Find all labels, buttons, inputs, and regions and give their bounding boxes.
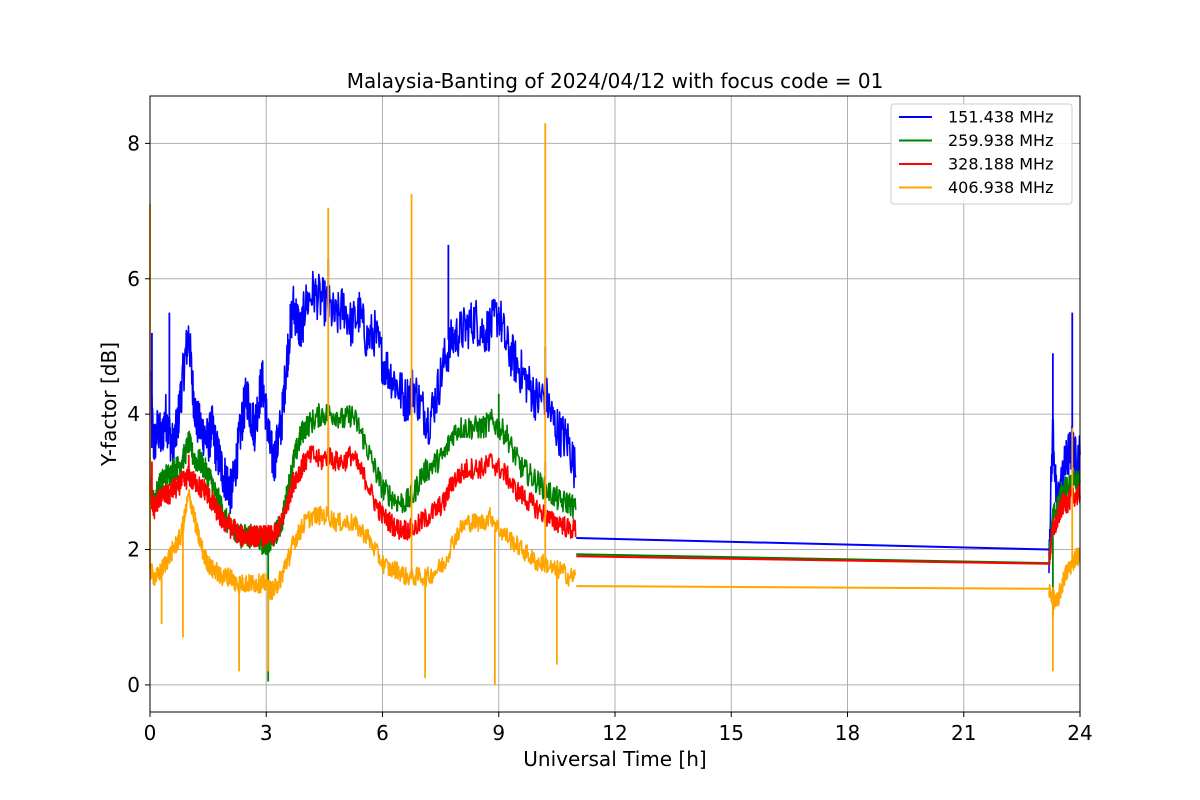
- legend-label: 151.438 MHz: [948, 108, 1053, 127]
- y-tick-label: 8: [127, 131, 140, 155]
- x-tick-label: 18: [835, 721, 860, 745]
- series-line: [149, 403, 1081, 565]
- x-tick-label: 21: [951, 721, 976, 745]
- y-tick-label: 6: [127, 267, 140, 291]
- x-tick-label: 15: [719, 721, 744, 745]
- y-tick-label: 4: [127, 402, 140, 426]
- legend-label: 406.938 MHz: [948, 178, 1053, 197]
- series-line: [149, 445, 1081, 567]
- y-axis: 0 2 4 6 8: [127, 131, 150, 697]
- legend-label: 259.938 MHz: [948, 131, 1053, 150]
- x-tick-label: 6: [376, 721, 389, 745]
- series-line: [149, 489, 1081, 610]
- y-tick-label: 2: [127, 538, 140, 562]
- plot-area: [149, 123, 1081, 685]
- series-line: [149, 270, 1081, 574]
- x-tick-label: 3: [260, 721, 273, 745]
- x-tick-label: 0: [144, 721, 157, 745]
- gap-segment: [576, 555, 1050, 565]
- gap-segment: [576, 537, 1050, 551]
- x-axis-label: Universal Time [h]: [523, 747, 706, 771]
- x-axis: 0 3 6 9 12 15 18 21 24: [144, 712, 1093, 745]
- legend-box: [890, 103, 1073, 205]
- chart-title: Malaysia-Banting of 2024/04/12 with focu…: [347, 69, 884, 93]
- legend-label: 328.188 MHz: [948, 155, 1053, 174]
- y-tick-label: 0: [127, 673, 140, 697]
- y-axis-label: Y-factor [dB]: [97, 342, 121, 467]
- x-tick-label: 12: [602, 721, 627, 745]
- legend: 151.438 MHz 259.938 MHz 328.188 MHz 406.938…: [890, 103, 1073, 205]
- x-tick-label: 24: [1067, 721, 1092, 745]
- gap-segment: [576, 585, 1050, 590]
- x-tick-label: 9: [492, 721, 505, 745]
